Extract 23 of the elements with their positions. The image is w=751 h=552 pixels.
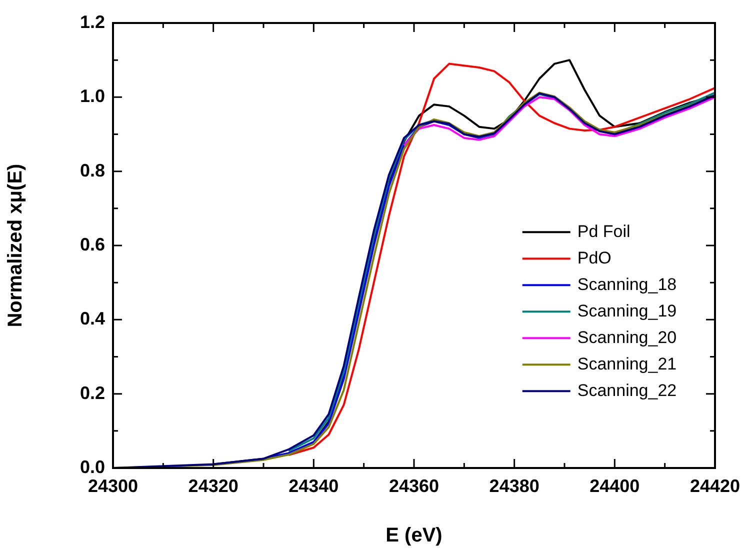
legend-label: PdO xyxy=(577,248,612,268)
x-tick-label: 24320 xyxy=(188,476,238,496)
x-axis-title: E (eV) xyxy=(386,524,442,547)
legend-label: Pd Foil xyxy=(577,222,630,241)
y-tick-label: 0.6 xyxy=(80,234,105,254)
legend-label: Scanning_18 xyxy=(577,274,677,294)
x-tick-label: 24360 xyxy=(388,476,440,496)
x-tick-label: 24420 xyxy=(690,476,740,496)
legend-label: Scanning_21 xyxy=(577,354,677,374)
x-tick-label: 24300 xyxy=(88,476,138,496)
y-axis-title: Normalized xμ(E) xyxy=(4,164,27,328)
y-tick-label: 0.2 xyxy=(80,382,105,403)
y-tick-label: 0.8 xyxy=(80,160,105,180)
y-tick-label: 0.0 xyxy=(80,456,105,477)
legend-label: Scanning_22 xyxy=(577,380,677,400)
x-tick-label: 24340 xyxy=(288,476,339,496)
y-tick-label: 1.2 xyxy=(80,12,105,32)
x-tick-label: 24380 xyxy=(489,476,540,496)
legend-label: Scanning_19 xyxy=(577,301,677,320)
legend-label: Scanning_20 xyxy=(577,328,677,347)
y-tick-label: 0.4 xyxy=(80,308,105,329)
y-tick-label: 1.0 xyxy=(80,86,105,106)
x-tick-label: 24400 xyxy=(590,476,640,496)
